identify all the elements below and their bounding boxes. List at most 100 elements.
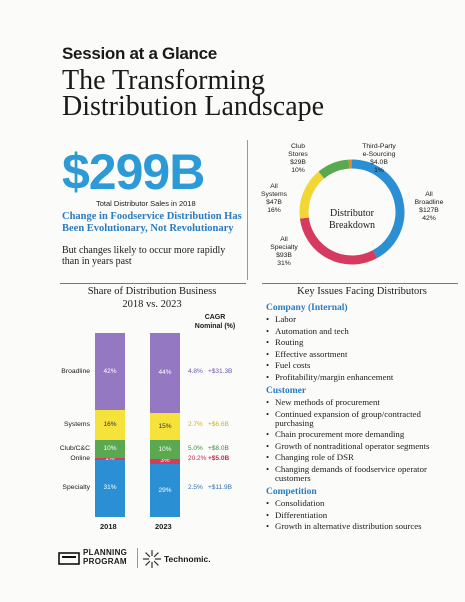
bar-label-systems-2018: 16%: [103, 421, 117, 428]
bullet-icon: •: [266, 452, 270, 462]
donut-label-broadline-l3: $127B: [419, 207, 439, 214]
bullet-icon: •: [266, 498, 270, 508]
donut-label-club: Club Stores $29B 10%: [278, 143, 318, 175]
bullet-icon: •: [266, 408, 270, 419]
bar-segment-club-c-c-2018: [95, 439, 125, 459]
donut-label-specialty-l2: Specialty: [270, 244, 298, 251]
bar-segment-broadline-2023: [150, 333, 180, 414]
session-label: Session at a Glance: [62, 44, 217, 63]
bullet-icon: •: [266, 440, 270, 451]
donut-label-broadline-l1: All: [425, 191, 433, 198]
donut-center-line2: Breakdown: [328, 220, 376, 231]
year-label-2023: 2023: [155, 522, 172, 531]
total-sales-caption: Total Distributor Sales in 2018: [96, 199, 196, 208]
vertical-divider: [247, 140, 248, 280]
donut-label-club-l4: 10%: [291, 167, 305, 174]
donut-center-line1: Distributor: [330, 208, 374, 219]
issue-item-text: Differentiation: [275, 509, 328, 520]
technomic-logo-text: Technomic.: [164, 554, 211, 564]
planning-program-logo-icon: [58, 552, 80, 565]
cagr-change-club-c-c: +$8.0B: [208, 444, 229, 452]
issue-item: • Chain procurement more demanding: [266, 429, 435, 440]
issue-item-text: Automation and tech: [275, 325, 349, 336]
bullet-icon: •: [266, 337, 270, 347]
donut-label-club-l1: Club: [291, 143, 305, 150]
evolution-subhead: Change in Foodservice Distribution Has B…: [62, 211, 242, 234]
issue-group-customer: Customer: [266, 386, 307, 396]
cagr-value-broadline: 4.8%: [188, 367, 203, 375]
issue-item: • Effective assortment: [266, 348, 435, 360]
donut-label-club-l2: Stores: [288, 151, 308, 158]
cagr-header-line2: Nominal (%): [194, 323, 236, 330]
bar-segment-online-2018: [95, 458, 125, 460]
donut-label-club-l3: $29B: [290, 159, 306, 166]
planning-program-logo-text: PLANNING PROGRAM: [83, 548, 127, 566]
page-title-line2: Distribution Landscape: [62, 91, 325, 122]
donut-segments: [299, 159, 405, 265]
chart-title-line2: 2018 vs. 2023: [122, 299, 182, 310]
bullet-icon: •: [266, 360, 270, 370]
cagr-header-line1: CAGR: [204, 314, 226, 321]
issue-item: • Profitability/margin enhancement: [266, 371, 435, 383]
chart-title-line1: Share of Distribution Business: [87, 286, 217, 297]
issue-item: • Growth in alternative distribution sour…: [266, 521, 435, 532]
donut-label-broadline-l2: Broadline: [414, 199, 444, 206]
row-label-online: Online: [70, 455, 90, 463]
page-title-line1: The Transforming: [62, 65, 265, 96]
logo-separator: [137, 548, 138, 568]
bar-segment-systems-2023: [150, 413, 180, 441]
chart-title: Share of Distribution Business 2018 vs. …: [62, 285, 242, 311]
bar-segment-systems-2018: [95, 410, 125, 440]
bar-label-systems-2023: 15%: [158, 422, 172, 430]
bar-segment-broadline-2018: [95, 333, 125, 411]
issues-title: Key Issues Facing Distributors: [297, 286, 427, 297]
issue-group-competition: Competition: [266, 487, 317, 497]
cagr-value-systems: 2.7%: [188, 421, 203, 428]
issue-group-company-internal-: Company (Internal): [266, 303, 348, 313]
bullet-icon: •: [266, 371, 270, 382]
cagr-value-specialty: 2.5%: [188, 484, 203, 492]
issue-item-text: Continued expansion of group/contracted …: [275, 408, 421, 428]
bar-label-online-2018: 1%: [105, 455, 115, 463]
left-horizontal-divider: [60, 283, 246, 284]
year-label-2018: 2018: [100, 522, 117, 531]
row-label-broadline: Broadline: [61, 367, 90, 375]
issue-item-text: Changing demands of foodservice operator…: [275, 463, 427, 483]
issue-item-text: Profitability/margin enhancement: [275, 371, 394, 382]
bar-label-online-2023: 3%: [160, 457, 170, 465]
issue-item-text: Growth in alternative distribution sourc…: [275, 521, 422, 531]
cagr-value-club-c-c: 5.0%: [188, 444, 203, 452]
donut-label-systems-l1: All: [270, 183, 278, 190]
issue-item: • New methods of procurement: [266, 397, 435, 408]
row-label-systems: Systems: [63, 421, 90, 428]
issue-item-text: Routing: [275, 337, 304, 347]
donut-segment-stores: [318, 159, 350, 179]
bullet-icon: •: [266, 509, 270, 520]
donut-label-esourcing-l1: Third-Party: [362, 143, 396, 150]
donut-label-specialty-l1: All: [280, 236, 288, 243]
issue-item-text: Changing role of DSR: [275, 452, 354, 462]
issue-item: • Routing: [266, 337, 435, 348]
pp-line2: PROGRAM: [83, 556, 127, 566]
issue-item-text: New methods of procurement: [275, 397, 380, 407]
issue-item: • Fuel costs: [266, 360, 435, 371]
donut-label-systems-l2: Systems: [260, 191, 288, 198]
donut-label-esourcing-l3: $4.0B: [370, 159, 388, 166]
bar-segment-specialty-2018: [95, 459, 125, 517]
issue-item: • Changing role of DSR: [266, 452, 435, 463]
issue-item: • Continued expansion of group/contracted…: [266, 408, 435, 429]
cagr-change-systems: +$6.6B: [208, 421, 229, 428]
total-sales-value: $299B: [62, 144, 205, 200]
issue-item: • Growth of nontraditional operator segme…: [266, 440, 435, 452]
donut-label-broadline: All Broadline $127B 42%: [406, 191, 452, 223]
bullet-icon: •: [266, 348, 270, 359]
issue-item-text: Consolidation: [275, 498, 325, 508]
bullet-icon: •: [266, 429, 270, 439]
donut-label-specialty: All Specialty $93B 31%: [262, 236, 306, 268]
bar-label-club-c-c-2023: 10%: [158, 445, 172, 453]
issue-item: • Consolidation: [266, 498, 435, 509]
bullet-icon: •: [266, 463, 270, 474]
issue-item-text: Effective assortment: [275, 348, 348, 359]
bullet-icon: •: [266, 521, 270, 531]
